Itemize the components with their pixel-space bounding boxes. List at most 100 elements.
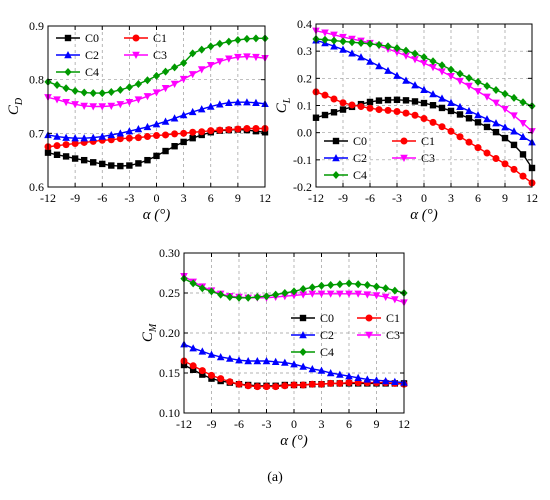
data-point-C0 (465, 115, 473, 122)
data-point-C4 (492, 86, 500, 95)
data-point-C1 (235, 380, 243, 388)
data-point-C0 (117, 162, 124, 170)
data-point-C3 (125, 99, 134, 107)
y-axis-label: CD (6, 97, 25, 115)
data-point-C2 (253, 357, 262, 365)
data-point-C3 (179, 75, 188, 84)
legend: C0 C1 C2 C3 C4 (291, 311, 400, 359)
data-point-C3 (474, 88, 482, 96)
data-point-C4 (393, 44, 401, 53)
data-point-C2 (372, 376, 381, 384)
data-point-C1 (281, 382, 289, 390)
legend-marker-C2 (299, 331, 307, 339)
x-tick-label: 12 (398, 417, 410, 431)
x-tick-label: 3 (319, 417, 325, 431)
data-point-C4 (189, 279, 197, 288)
y-tick-label: 0.0 (297, 126, 312, 140)
data-point-C4 (474, 77, 482, 86)
series-C2 (44, 98, 269, 142)
data-point-C0 (402, 97, 410, 104)
data-point-C3 (299, 291, 307, 299)
data-point-C2 (125, 127, 134, 135)
data-point-C2 (143, 122, 152, 131)
data-point-C4 (89, 89, 97, 98)
data-point-C4 (107, 88, 115, 97)
data-point-C1 (189, 362, 197, 370)
data-point-C1 (290, 381, 298, 389)
data-point-C1 (420, 115, 428, 123)
data-point-C1 (153, 131, 160, 139)
data-point-C4 (447, 65, 455, 74)
y-tick-label: 0.20 (159, 326, 180, 340)
data-point-C4 (262, 292, 271, 301)
y-tick-label: 0.9 (29, 19, 44, 33)
data-point-C0 (180, 138, 187, 146)
data-point-C1 (253, 383, 261, 391)
data-point-C0 (53, 151, 61, 158)
x-tick-label: -6 (234, 417, 244, 431)
data-point-C3 (143, 93, 152, 101)
data-point-C0 (330, 109, 338, 116)
data-point-C0 (199, 371, 206, 378)
data-point-C2 (179, 111, 188, 119)
x-tick-label: 6 (208, 191, 214, 205)
data-point-C3 (225, 55, 233, 63)
legend-label-C3: C3 (153, 48, 167, 62)
data-point-C4 (429, 57, 437, 66)
data-point-C4 (501, 89, 509, 98)
data-point-C2 (354, 373, 362, 381)
chart-panel-CL: -12 -9 -6 -3 0 3 6 9 12 -0.2 -0.1 0.0 0.1 0.2 0.3 0.4 α … (274, 17, 538, 223)
data-point-C4 (382, 284, 390, 293)
data-point-C0 (108, 162, 115, 169)
data-point-C1 (336, 379, 344, 387)
data-point-C4 (234, 35, 242, 44)
legend-label-C2: C2 (320, 328, 334, 342)
data-point-C3 (391, 296, 399, 304)
data-point-C1 (348, 101, 356, 109)
data-point-C2 (492, 119, 500, 127)
data-point-C1 (366, 104, 374, 112)
data-point-C1 (198, 128, 206, 136)
data-point-C0 (135, 160, 142, 167)
data-point-C1 (272, 383, 280, 391)
data-point-C0 (71, 155, 79, 162)
data-point-C4 (189, 49, 197, 58)
data-point-C1 (208, 371, 215, 379)
data-point-C2 (483, 115, 491, 123)
data-point-C2 (384, 66, 392, 74)
data-point-C3 (363, 291, 372, 299)
y-tick-label: 0.30 (159, 246, 180, 260)
data-point-C4 (272, 290, 280, 299)
data-point-C4 (308, 283, 316, 292)
data-point-C2 (197, 105, 206, 113)
data-point-C3 (197, 66, 206, 74)
data-point-C1 (252, 125, 260, 133)
data-point-C4 (53, 81, 61, 90)
series-C4 (312, 34, 536, 111)
data-point-C2 (420, 85, 428, 93)
data-point-C2 (89, 133, 98, 141)
data-point-C3 (501, 105, 509, 114)
data-point-C2 (519, 132, 527, 140)
data-point-C1 (216, 126, 224, 134)
legend-label-C2: C2 (85, 48, 99, 62)
data-point-C3 (290, 292, 298, 300)
data-point-C2 (366, 57, 374, 65)
data-point-C4 (465, 74, 473, 83)
data-point-C0 (366, 98, 374, 106)
data-point-C3 (308, 290, 317, 298)
data-point-C3 (372, 292, 381, 300)
x-tick-label: -6 (97, 191, 107, 205)
data-point-C2 (170, 114, 179, 122)
data-point-C1 (263, 383, 270, 391)
legend-marker-C3 (365, 331, 373, 339)
legend: C0 C1 C2 C3 C4 (324, 134, 435, 182)
data-point-C1 (339, 99, 347, 107)
legend-marker-C4 (299, 348, 307, 356)
data-point-C1 (116, 135, 124, 143)
legend-marker-C1 (400, 137, 408, 145)
data-point-C1 (243, 125, 251, 133)
y-tick-label: 0.2 (297, 71, 312, 85)
data-point-C2 (465, 106, 473, 115)
